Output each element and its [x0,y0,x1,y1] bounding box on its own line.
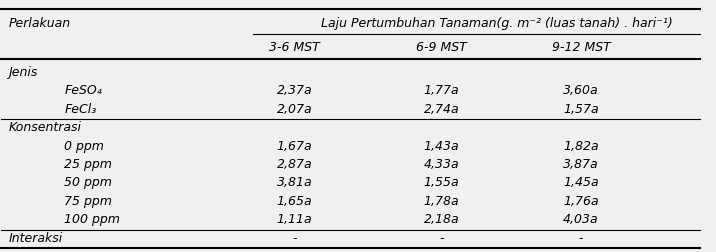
Text: 3,81a: 3,81a [277,176,312,190]
Text: 2,87a: 2,87a [277,158,312,171]
Text: 2,74a: 2,74a [423,103,459,116]
Text: Interaksi: Interaksi [9,232,62,245]
Text: 1,77a: 1,77a [423,84,459,97]
Text: 3-6 MST: 3-6 MST [269,41,320,54]
Text: 1,82a: 1,82a [563,140,599,152]
Text: -: - [292,232,297,245]
Text: 6-9 MST: 6-9 MST [416,41,467,54]
Text: 2,37a: 2,37a [277,84,312,97]
Text: 1,57a: 1,57a [563,103,599,116]
Text: 1,55a: 1,55a [423,176,459,190]
Text: 1,43a: 1,43a [423,140,459,152]
Text: 1,65a: 1,65a [277,195,312,208]
Text: 25 ppm: 25 ppm [64,158,112,171]
Text: 100 ppm: 100 ppm [64,213,120,226]
Text: Perlakuan: Perlakuan [9,17,70,30]
Text: Konsentrasi: Konsentrasi [9,121,82,134]
Text: 1,67a: 1,67a [277,140,312,152]
Text: 3,87a: 3,87a [563,158,599,171]
Text: 4,03a: 4,03a [563,213,599,226]
Text: -: - [439,232,443,245]
Text: 75 ppm: 75 ppm [64,195,112,208]
Text: 50 ppm: 50 ppm [64,176,112,190]
Text: -: - [579,232,584,245]
Text: 9-12 MST: 9-12 MST [551,41,610,54]
Text: 2,18a: 2,18a [423,213,459,226]
Text: FeCl₃: FeCl₃ [64,103,97,116]
Text: FeSO₄: FeSO₄ [64,84,102,97]
Text: 1,45a: 1,45a [563,176,599,190]
Text: 2,07a: 2,07a [277,103,312,116]
Text: 3,60a: 3,60a [563,84,599,97]
Text: 4,33a: 4,33a [423,158,459,171]
Text: 1,78a: 1,78a [423,195,459,208]
Text: 1,76a: 1,76a [563,195,599,208]
Text: 1,11a: 1,11a [277,213,312,226]
Text: Laju Pertumbuhan Tanaman(g. m⁻² (luas tanah) . hari⁻¹): Laju Pertumbuhan Tanaman(g. m⁻² (luas ta… [321,17,673,30]
Text: 0 ppm: 0 ppm [64,140,104,152]
Text: Jenis: Jenis [9,66,38,79]
